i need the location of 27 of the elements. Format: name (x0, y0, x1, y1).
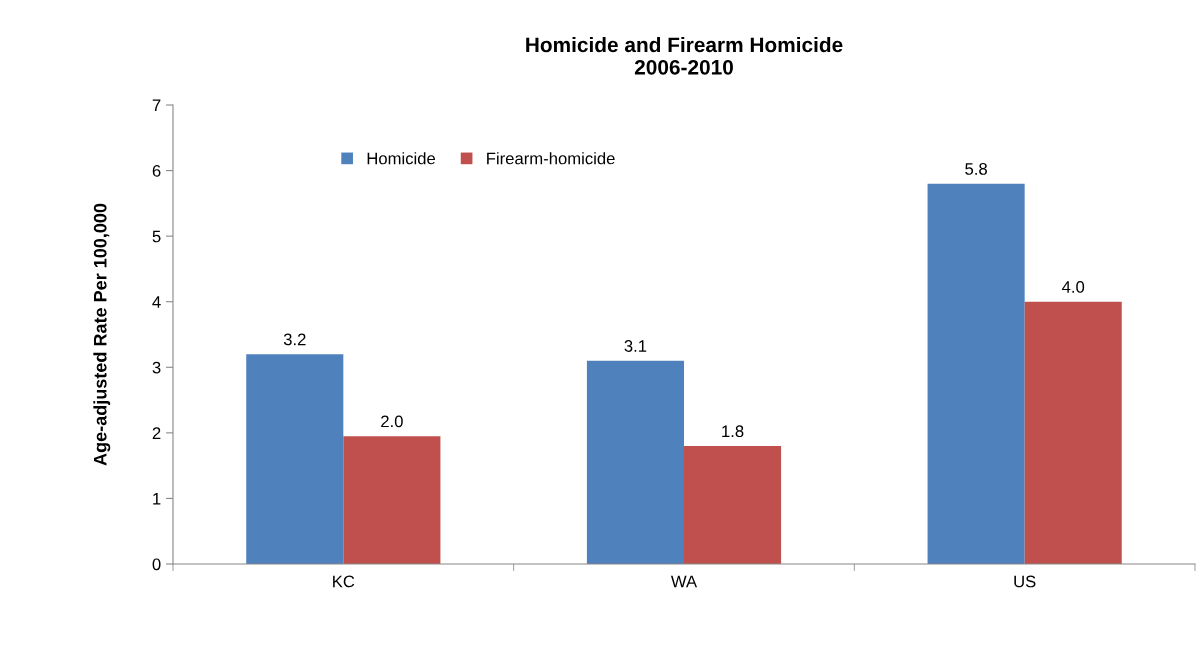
y-tick-label: 6 (152, 164, 161, 177)
x-tick-label: KC (333, 575, 355, 588)
bar (246, 354, 344, 564)
y-tick-label: 0 (152, 558, 161, 571)
data-label: 3.1 (624, 340, 647, 352)
y-tick-label: 5 (152, 230, 161, 243)
data-label: 2.0 (381, 415, 403, 428)
legend-label: Firearm-homicide (487, 152, 615, 165)
y-tick-label: 3 (152, 361, 161, 374)
y-tick-label: 4 (152, 296, 161, 308)
data-label: 5.8 (965, 163, 987, 175)
data-label: 3.2 (283, 333, 306, 346)
y-axis-title: Age-adjusted Rate Per 100,000 (93, 203, 111, 466)
y-tick-label: 2 (152, 427, 161, 439)
data-label: 1.8 (722, 425, 744, 438)
chart-title: Homicide and Firearm Homicide 2006-2010 (526, 36, 843, 75)
legend-label: Homicide (367, 152, 436, 165)
x-tick-label: WA (670, 575, 698, 588)
data-label: 4.0 (1062, 281, 1085, 293)
bar (927, 183, 1025, 564)
x-tick-label: US (1014, 575, 1036, 588)
bar (343, 436, 441, 564)
bar (684, 445, 782, 564)
y-tick-label: 1 (153, 493, 161, 505)
bar (586, 360, 684, 564)
y-tick-label: 7 (152, 99, 161, 112)
bar (1024, 301, 1122, 564)
